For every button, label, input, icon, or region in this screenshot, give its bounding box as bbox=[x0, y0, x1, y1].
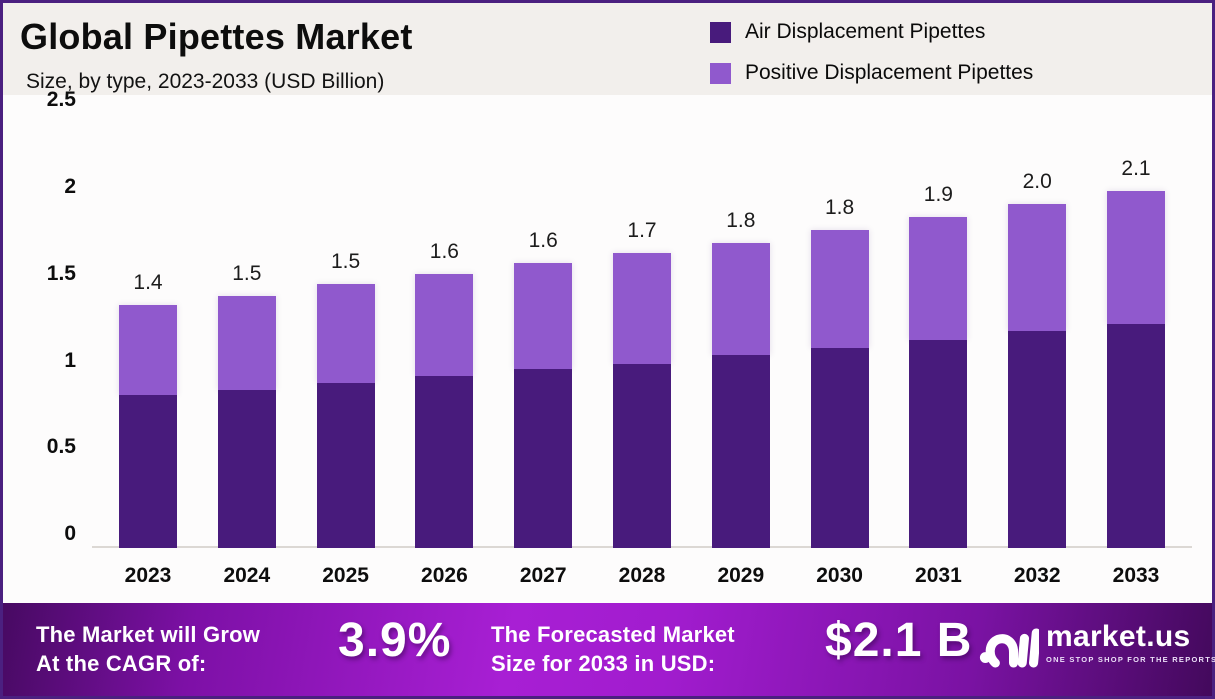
bar-total-label: 1.4 bbox=[133, 271, 163, 295]
brand-name: market.us bbox=[1046, 620, 1191, 653]
legend-label: Air Displacement Pipettes bbox=[745, 20, 986, 43]
brand-text: market.us ONE STOP SHOP FOR THE REPORTS bbox=[1046, 620, 1215, 665]
y-axis-tick-label: 2.5 bbox=[46, 88, 76, 112]
page-subtitle: Size, by type, 2023-2033 (USD Billion) bbox=[26, 70, 385, 93]
bar-segment-positive-displacement bbox=[909, 216, 968, 340]
bar-segment-air-displacement bbox=[613, 364, 671, 548]
bar-segment-positive-displacement bbox=[711, 242, 770, 356]
forecast-value: $2.1 B bbox=[825, 614, 973, 667]
bar-segment-positive-displacement bbox=[415, 273, 474, 377]
bar-total-label: 1.7 bbox=[627, 219, 657, 243]
bar-segment-positive-displacement bbox=[217, 296, 276, 391]
bar-segment-air-displacement bbox=[217, 390, 276, 548]
x-axis-category-label: 2024 bbox=[223, 564, 271, 587]
y-axis-tick-label: 1 bbox=[64, 348, 76, 372]
bar-segment-air-displacement bbox=[316, 383, 375, 548]
x-axis-category-label: 2023 bbox=[124, 564, 172, 587]
legend-swatch-positive-displacement bbox=[710, 62, 731, 84]
x-axis-category-label: 2026 bbox=[421, 564, 468, 587]
bar-segment-positive-displacement bbox=[1008, 204, 1067, 332]
footer-banner: The Market will Grow At the CAGR of: 3.9… bbox=[3, 603, 1215, 696]
bar-segment-positive-displacement bbox=[613, 253, 671, 365]
brand-logo: market.us ONE STOP SHOP FOR THE REPORTS bbox=[979, 617, 1215, 669]
bar-total-label: 1.6 bbox=[429, 239, 459, 263]
bar-segment-air-displacement bbox=[711, 355, 770, 548]
bar-segment-positive-displacement bbox=[316, 284, 375, 384]
legend-swatch-air-displacement bbox=[710, 21, 731, 43]
bar-segment-air-displacement bbox=[119, 395, 177, 548]
bar-segment-air-displacement bbox=[1107, 324, 1165, 548]
bar-segment-positive-displacement bbox=[810, 230, 869, 349]
x-axis-category-label: 2032 bbox=[1013, 564, 1061, 587]
bar-segment-positive-displacement bbox=[119, 305, 177, 396]
legend-label: Positive Displacement Pipettes bbox=[745, 61, 1034, 84]
bar-segment-positive-displacement bbox=[514, 263, 573, 370]
x-axis-category-label: 2029 bbox=[717, 564, 765, 587]
bar-total-label: 1.9 bbox=[923, 182, 953, 206]
bar-segment-air-displacement bbox=[415, 376, 474, 548]
forecast-label-line1: The Forecasted Market bbox=[491, 622, 735, 647]
y-axis-tick-label: 1.5 bbox=[46, 261, 76, 285]
x-axis-category-label: 2031 bbox=[915, 564, 962, 587]
bar-segment-air-displacement bbox=[909, 339, 968, 548]
y-axis-tick-label: 2 bbox=[64, 175, 76, 198]
bar-total-label: 1.5 bbox=[330, 250, 361, 274]
bar-segment-air-displacement bbox=[810, 348, 869, 548]
bar-segment-air-displacement bbox=[514, 369, 573, 548]
bar-total-label: 1.5 bbox=[232, 262, 262, 286]
forecast-label: The Forecasted Market Size for 2033 in U… bbox=[491, 620, 735, 678]
x-axis-category-label: 2030 bbox=[816, 564, 863, 587]
cagr-label-line2: At the CAGR of: bbox=[36, 651, 207, 676]
y-axis-tick-label: 0 bbox=[64, 522, 76, 545]
header-band bbox=[3, 3, 1212, 95]
forecast-label-line2: Size for 2033 in USD: bbox=[491, 651, 716, 676]
legend-item-air-displacement: Air Displacement Pipettes bbox=[710, 20, 1033, 44]
cagr-label: The Market will Grow At the CAGR of: bbox=[36, 620, 260, 678]
x-axis-category-label: 2025 bbox=[322, 564, 369, 587]
cagr-value: 3.9% bbox=[338, 614, 452, 667]
legend-item-positive-displacement: Positive Displacement Pipettes bbox=[710, 61, 1033, 85]
brand-tagline: ONE STOP SHOP FOR THE REPORTS bbox=[1046, 655, 1215, 664]
bar-segment-air-displacement bbox=[1008, 331, 1067, 548]
y-axis-tick-label: 0.5 bbox=[46, 435, 76, 459]
market-us-logo-icon bbox=[979, 628, 1039, 668]
bar-total-label: 2.0 bbox=[1022, 170, 1052, 194]
bar-segment-positive-displacement bbox=[1107, 190, 1165, 325]
x-axis-category-label: 2028 bbox=[618, 564, 666, 587]
page-title: Global Pipettes Market bbox=[20, 16, 413, 57]
chart-legend: Air Displacement Pipettes Positive Displ… bbox=[710, 20, 1033, 102]
bar-total-label: 1.8 bbox=[824, 196, 855, 220]
x-axis-category-label: 2027 bbox=[519, 564, 567, 587]
bar-total-label: 1.8 bbox=[726, 208, 756, 232]
bar-total-label: 2.1 bbox=[1121, 156, 1151, 180]
cagr-label-line1: The Market will Grow bbox=[36, 622, 261, 647]
bar-total-label: 1.6 bbox=[528, 229, 558, 253]
x-axis-category-label: 2033 bbox=[1112, 564, 1160, 587]
